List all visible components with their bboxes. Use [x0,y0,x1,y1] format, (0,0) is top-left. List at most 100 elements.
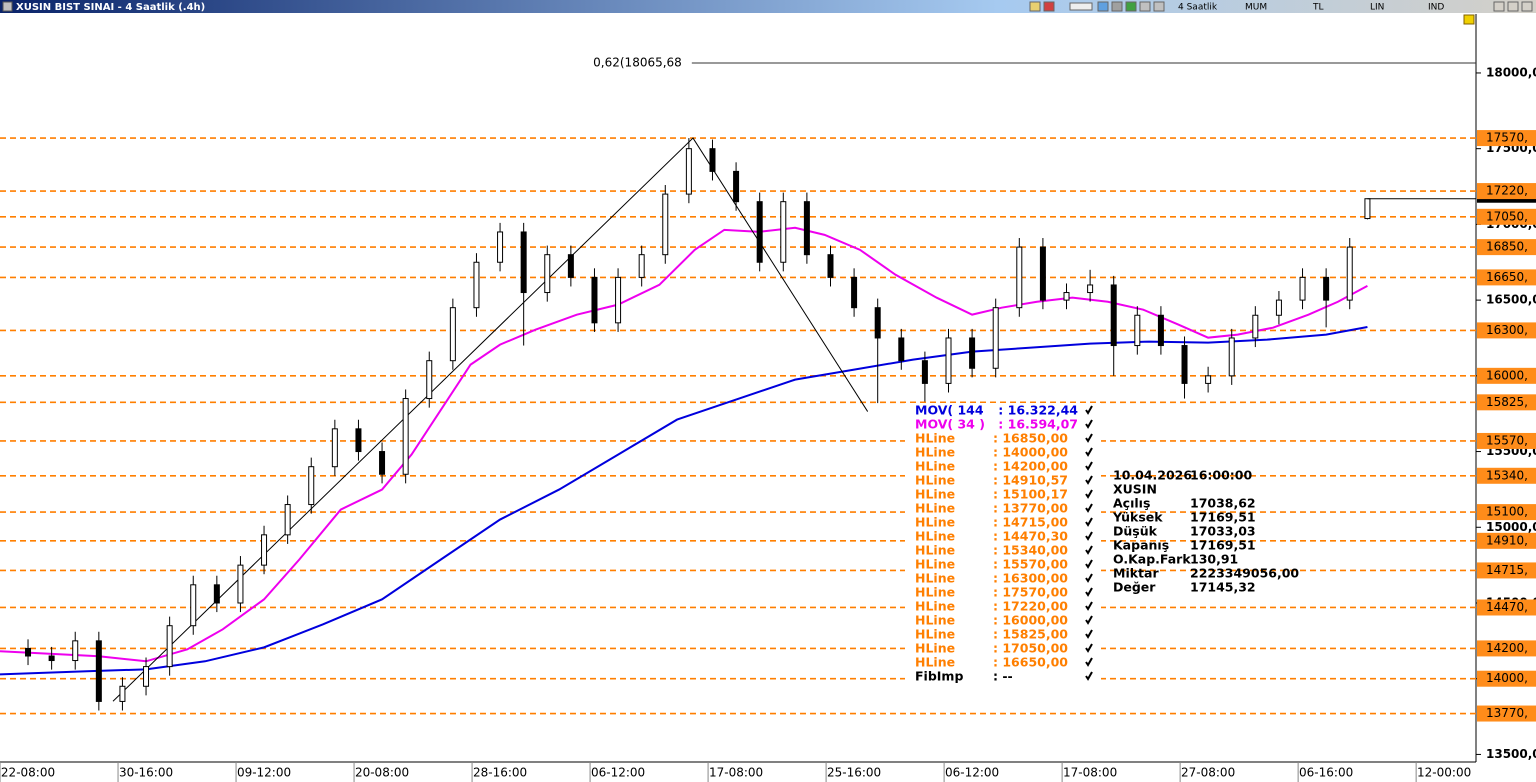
toolbar-item[interactable]: IND [1428,3,1444,13]
check-icon[interactable] [1085,419,1093,429]
candle-body [1364,198,1371,220]
legend-value: : 14200,00 [993,459,1068,474]
info-value: 17038,62 [1190,496,1256,511]
toolbar-item[interactable]: 4 Saatlik [1178,3,1218,13]
candle-body [1134,314,1141,347]
candle-body [662,193,669,256]
check-icon[interactable] [1085,587,1093,597]
legend-value: : 16300,00 [993,571,1068,586]
check-icon[interactable] [1085,643,1093,653]
check-icon[interactable] [1085,545,1093,555]
tool-icon[interactable] [1125,1,1137,12]
toolbar-item[interactable]: LIN [1370,3,1384,13]
check-icon[interactable] [1085,503,1093,513]
h-line-axis-label: 16300, [1486,323,1528,337]
check-icon[interactable] [1085,559,1093,569]
legend-name: HLine [915,459,955,474]
legend-name: HLine [915,585,955,600]
h-line-axis-box [1477,532,1536,549]
check-icon[interactable] [1085,489,1093,499]
tool-icon[interactable] [1111,1,1123,12]
zigzag-line [112,137,869,702]
info-label: Açılış [1113,496,1150,511]
h-line-axis-box [1477,183,1536,200]
check-icon[interactable] [1085,475,1093,485]
legend-name: HLine [915,613,955,628]
tool-icon[interactable] [1029,1,1041,12]
lock-icon[interactable] [1463,14,1475,25]
candle-body [119,685,126,702]
h-line-axis-box [1477,394,1536,411]
candle-body [685,148,692,195]
legend-background [905,403,1101,688]
candle-body [213,584,220,604]
candle-body [615,276,622,324]
candle-body [473,261,480,309]
candle-body [1346,246,1353,301]
info-value: 17145,32 [1190,580,1256,595]
tool-icon[interactable] [1153,1,1165,12]
candle-body [1063,292,1070,301]
check-icon[interactable] [1085,629,1093,639]
check-icon[interactable] [1085,405,1093,415]
legend-value: : 17050,00 [993,641,1068,656]
legend-value: : 14910,57 [993,473,1068,488]
tool-icon[interactable] [1097,1,1109,12]
h-line-axis-box [1477,432,1536,449]
legend-value: : 17220,00 [993,599,1068,614]
x-tick-label: 06-12:00 [945,766,999,780]
legend-value: : 13770,00 [993,501,1068,516]
legend-name: HLine [915,641,955,656]
legend-value: : 14715,00 [993,515,1068,530]
maximize-button[interactable] [1507,1,1519,12]
legend-value: : 15570,00 [993,557,1068,572]
tool-icon[interactable] [1043,1,1055,12]
check-icon[interactable] [1085,531,1093,541]
check-icon[interactable] [1085,601,1093,611]
candle-body [426,360,433,400]
toolbar-item[interactable]: MUM [1245,3,1267,13]
x-tick-label: 25-16:00 [827,766,881,780]
legend-name: HLine [915,431,955,446]
h-line-axis-box [1477,504,1536,521]
x-tick-label: 09-12:00 [237,766,291,780]
candle-body [284,504,291,536]
legend-name: MOV( 144 [915,403,984,418]
legend-value: : 16.594,07 [998,417,1078,432]
candle-body [520,231,527,294]
info-value: 17033,03 [1190,524,1256,539]
minimize-button[interactable] [1493,1,1505,12]
check-icon[interactable] [1085,461,1093,471]
candle-body [921,360,928,384]
check-icon[interactable] [1085,517,1093,527]
tool-icon[interactable] [1069,2,1093,11]
candle-body [544,254,551,294]
check-icon[interactable] [1085,447,1093,457]
legend-value: : 16650,00 [993,655,1068,670]
legend-value: : 15340,00 [993,543,1068,558]
close-button[interactable] [1521,1,1533,12]
x-tick-label: 17-08:00 [709,766,763,780]
candle-body [1275,299,1282,316]
check-icon[interactable] [1085,657,1093,667]
candle-body [449,307,456,362]
legend-name: HLine [915,515,955,530]
toolbar-item[interactable]: TL [1312,3,1324,13]
tool-icon[interactable] [1139,1,1151,12]
check-icon[interactable] [1085,573,1093,583]
check-icon[interactable] [1085,671,1093,681]
legend-name: HLine [915,571,955,586]
candle-body [261,534,268,566]
candle-body [143,666,150,687]
candle-body [1110,284,1117,347]
check-icon[interactable] [1085,615,1093,625]
h-line-axis-label: 15340, [1486,468,1528,482]
info-label: Yüksek [1112,510,1163,525]
check-icon[interactable] [1085,433,1093,443]
info-label: O.Kap.Fark [1113,552,1191,567]
candle-body [591,276,598,324]
legend-value: : 16000,00 [993,613,1068,628]
candle-body [803,201,810,256]
info-label: Kapanış [1113,538,1169,553]
